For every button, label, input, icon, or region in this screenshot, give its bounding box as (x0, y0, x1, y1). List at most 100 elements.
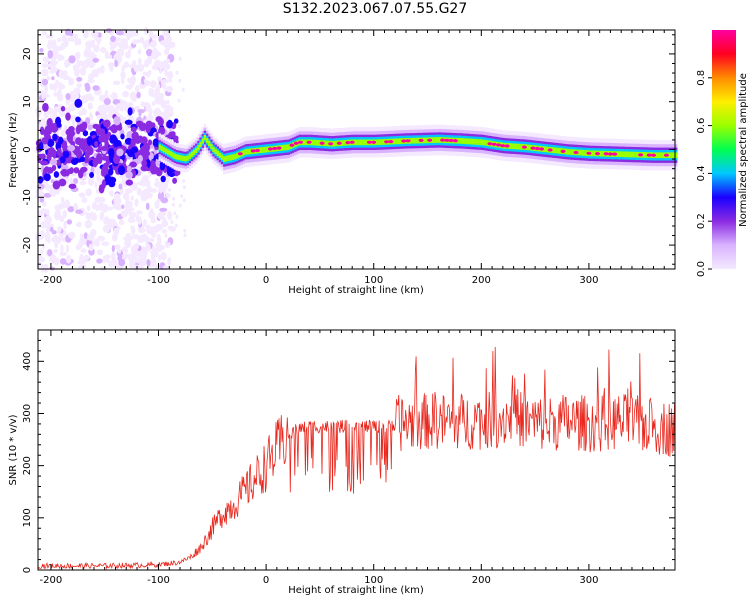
spectrogram-ridge-cell (171, 152, 174, 158)
spectrogram-noise-blob (103, 216, 110, 225)
spectrogram-noise-blob (141, 137, 148, 145)
spectrogram-ridge-cell (212, 146, 215, 153)
spectrogram-noise-blob (120, 209, 128, 218)
colorbar-tick-label: 0.2 (696, 213, 707, 229)
spectrogram-noise-blob (160, 61, 164, 66)
spectrogram-noise-blob (39, 47, 44, 53)
spectrogram-ridge-cell (162, 147, 166, 153)
spectrogram-noise-blob (131, 131, 139, 141)
spectrogram-noise-blob (168, 187, 171, 192)
spectrogram-noise-blob (43, 263, 49, 273)
spectrogram-noise-blob (101, 241, 110, 247)
spectrogram-noise-blob (41, 78, 49, 86)
spectrogram-ridge-cell (259, 147, 263, 153)
spectrogram-noise-blob (180, 194, 184, 199)
spectrogram-noise-blob (118, 258, 126, 267)
spectrogram-noise-blob (74, 33, 78, 39)
spectrogram-ridge-cell (565, 148, 568, 155)
spectrogram-x-tick-label: -100 (147, 275, 170, 286)
spectrogram-noise-blob (44, 85, 49, 93)
snr-x-tick-label: 0 (263, 575, 269, 586)
spectrogram-noise-blob (53, 248, 58, 254)
spectrogram-ridge-cell (642, 152, 646, 158)
spectrogram-noise-blob (183, 228, 187, 233)
spectrogram-ridge-cell (472, 138, 476, 145)
spectrogram-ridge-cell (195, 147, 198, 154)
spectrogram-ridge-cell (180, 155, 183, 161)
spectrogram-peak-cell (388, 140, 394, 144)
spectrogram-peak-cell (638, 153, 644, 157)
spectrogram-noise-blob (155, 116, 163, 123)
spectrogram-noise-blob (173, 211, 177, 216)
spectrogram-ridge-cell (244, 149, 247, 155)
spectrogram-noise-blob (54, 106, 59, 112)
spectrogram-ridge-cell (556, 147, 559, 154)
spectrogram-ridge-cell (662, 152, 665, 159)
spectrogram-ridge-cell (481, 139, 484, 146)
spectrogram-noise-blob (96, 173, 100, 182)
spectrogram-ridge-cell (571, 149, 575, 155)
spectrogram-noise-blob (170, 111, 174, 116)
snr-x-tick-label: -100 (147, 575, 170, 586)
spectrogram-noise-blob (172, 177, 178, 184)
spectrogram-noise-blob (78, 110, 83, 117)
spectrogram-noise-blob (87, 96, 95, 101)
spectrogram-noise-blob (39, 229, 45, 239)
spectrogram-noise-blob (142, 257, 147, 267)
spectrogram-ridge-cell (160, 145, 164, 151)
spectrogram-x-tick-label: -200 (40, 275, 63, 286)
spectrogram-peak-cell (595, 152, 600, 156)
spectrogram-ridge-cell (599, 150, 603, 157)
spectrogram-noise-blob (166, 85, 174, 93)
spectrogram-noise-blob (107, 168, 114, 176)
spectrogram-ridge-cell (363, 139, 366, 146)
spectrogram-noise-blob (43, 192, 52, 198)
spectrogram-ridge-cell (173, 153, 176, 159)
spectrogram-noise-blob (112, 80, 121, 86)
spectrogram-peak-cell (500, 144, 506, 148)
spectrogram-ridge-cell (470, 138, 473, 145)
spectrogram-cells (34, 26, 678, 273)
spectrogram-noise-blob (40, 160, 49, 166)
spectrogram-noise-blob (88, 243, 94, 252)
spectrogram-noise-blob (49, 69, 55, 74)
spectrogram-noise-blob (125, 179, 134, 186)
spectrogram-noise-blob (163, 109, 170, 118)
colorbar-ticks: 0.0 0.2 0.4 0.6 0.8 (696, 70, 712, 277)
spectrogram-noise-blob (166, 178, 170, 183)
spectrogram-noise-blob (164, 59, 168, 64)
spectrogram-noise-blob (174, 169, 181, 176)
spectrogram-ridge-cell (199, 141, 202, 147)
spectrogram-peak-cell (607, 152, 613, 156)
spectrogram-noise-blob (65, 156, 73, 164)
spectrogram-ridge-cell (341, 140, 344, 146)
spectrogram-ridge-cell (326, 140, 329, 147)
spectrogram-noise-blob (81, 94, 89, 104)
spectrogram-x-axis-label: Height of straight line (km) (288, 285, 424, 296)
spectrogram-noise-blob (129, 161, 137, 168)
spectrogram-noise-blob (164, 48, 170, 56)
spectrogram-peak-cell (521, 145, 527, 149)
spectrogram-ridge-cell (468, 138, 471, 145)
spectrogram-noise-blob (162, 216, 167, 225)
spectrogram-noise-blob (131, 60, 137, 66)
spectrogram-noise-blob (111, 244, 115, 253)
spectrogram-ridge-cell (636, 151, 639, 158)
spectrogram-noise-blob (99, 211, 105, 219)
spectrogram-y-tick-label: 20 (22, 48, 33, 61)
spectrogram-ridge-cell (324, 140, 327, 147)
spectrogram-ridge-cell (304, 139, 308, 146)
spectrogram-peak-cell (306, 140, 312, 144)
spectrogram-ridge-cell (554, 147, 557, 154)
spectrogram-noise-blob (131, 250, 139, 258)
spectrogram-noise-blob (55, 209, 61, 218)
spectrogram-noise-blob (89, 171, 95, 179)
spectrogram-noise-blob (54, 204, 62, 211)
spectrogram-noise-blob (60, 106, 66, 112)
spectrogram-noise-blob (46, 225, 51, 231)
spectrogram-ridge-cell (375, 139, 379, 146)
spectrogram-noise-blob (164, 233, 168, 238)
spectrogram-ridge-cell (283, 144, 286, 151)
spectrogram-noise-blob (113, 116, 121, 126)
spectrogram-noise-blob (78, 192, 86, 198)
